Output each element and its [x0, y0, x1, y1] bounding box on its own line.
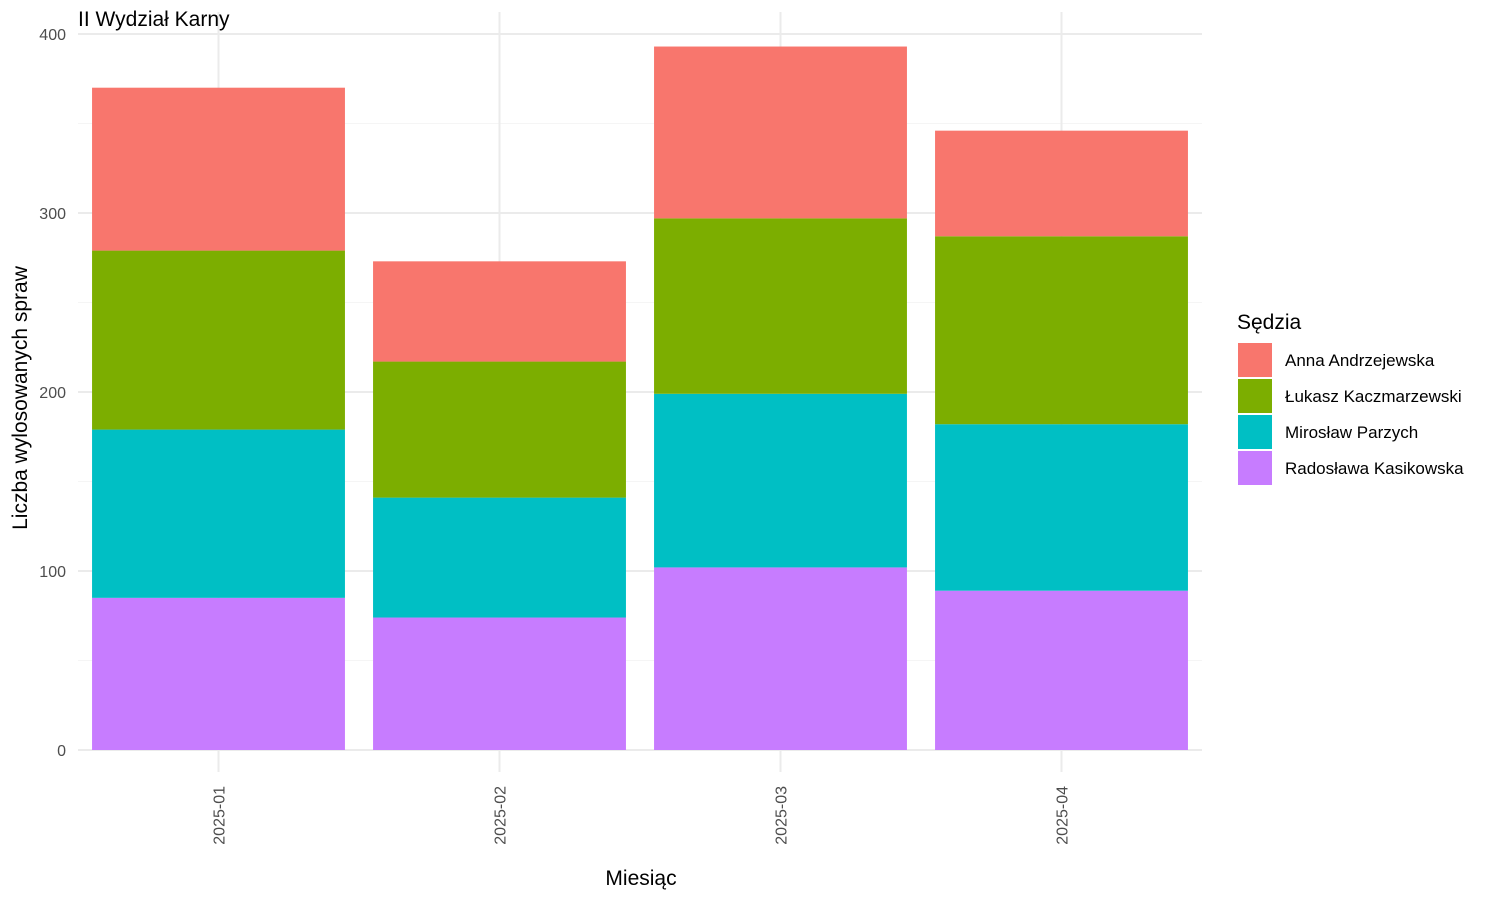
y-tick-label: 0 [57, 743, 66, 760]
legend-label: Anna Andrzejewska [1285, 351, 1435, 370]
legend-title: Sędzia [1237, 311, 1302, 334]
legend-label: Radosława Kasikowska [1285, 459, 1464, 478]
y-tick-label: 200 [39, 385, 66, 402]
y-axis-ticks: 0 100 200 300 400 [39, 27, 66, 760]
bar-segment-2025-01-miros-aw-parzych [92, 429, 345, 598]
x-axis-title: Miesiąc [605, 867, 676, 890]
y-axis-title: Liczba wylosowanych spraw [9, 265, 32, 530]
bar-segment-2025-01-rados-awa-kasikowska [92, 597, 345, 750]
bar-segment-2025-04--ukasz-kaczmarzewski [935, 236, 1188, 425]
legend: Sędzia Anna Andrzejewska Łukasz Kaczmarze… [1237, 311, 1464, 485]
legend-label: Łukasz Kaczmarzewski [1285, 387, 1462, 406]
bar-segment-2025-02-anna-andrzejewska [373, 261, 626, 362]
bar-segment-2025-02-miros-aw-parzych [373, 497, 626, 618]
legend-key [1238, 379, 1272, 413]
legend-label: Mirosław Parzych [1285, 423, 1418, 442]
x-tick-label: 2025-03 [774, 786, 791, 845]
bar-segment-2025-04-anna-andrzejewska [935, 130, 1188, 237]
bar-segment-2025-01--ukasz-kaczmarzewski [92, 250, 345, 430]
bar-segment-2025-03--ukasz-kaczmarzewski [654, 218, 907, 394]
legend-items: Anna Andrzejewska Łukasz Kaczmarzewski Mir… [1238, 343, 1464, 485]
bar-segment-2025-03-anna-andrzejewska [654, 46, 907, 219]
bar-segment-2025-04-rados-awa-kasikowska [935, 590, 1188, 750]
bars-layer [92, 46, 1188, 750]
bar-segment-2025-02-rados-awa-kasikowska [373, 617, 626, 750]
bar-segment-2025-03-miros-aw-parzych [654, 393, 907, 568]
bar-segment-2025-02--ukasz-kaczmarzewski [373, 361, 626, 498]
x-axis-ticks: 2025-01 2025-02 2025-03 2025-04 [212, 786, 1072, 845]
x-tick-label: 2025-04 [1055, 786, 1072, 845]
chart-title: II Wydział Karny [78, 8, 230, 31]
y-tick-label: 300 [39, 206, 66, 223]
bar-segment-2025-03-rados-awa-kasikowska [654, 567, 907, 750]
x-tick-label: 2025-01 [212, 786, 229, 845]
legend-key [1238, 451, 1272, 485]
legend-key [1238, 343, 1272, 377]
y-tick-label: 100 [39, 564, 66, 581]
bar-segment-2025-04-miros-aw-parzych [935, 424, 1188, 591]
x-tick-label: 2025-02 [493, 786, 510, 845]
y-tick-label: 400 [39, 27, 66, 44]
bar-segment-2025-01-anna-andrzejewska [92, 87, 345, 251]
legend-key [1238, 415, 1272, 449]
